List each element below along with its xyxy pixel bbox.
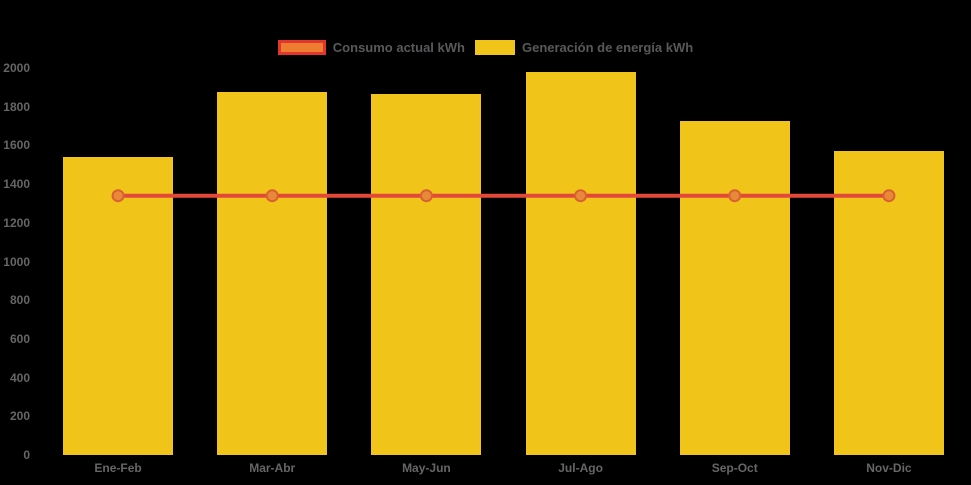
legend-label-generacion: Generación de energía kWh <box>521 40 694 55</box>
consumo-point-marker[interactable] <box>111 189 125 203</box>
plot-area <box>41 68 966 455</box>
bar-generacion[interactable] <box>525 71 636 455</box>
x-axis-category-label: Ene-Feb <box>94 461 142 475</box>
y-axis-tick-label: 800 <box>9 293 30 308</box>
bar-generacion[interactable] <box>371 94 482 455</box>
consumo-point-marker[interactable] <box>574 189 588 203</box>
x-axis-category-label: May-Jun <box>402 461 451 475</box>
y-axis-tick-label: 0 <box>23 448 30 462</box>
x-axis-category-label: Mar-Abr <box>249 461 296 475</box>
bar-generacion[interactable] <box>679 121 790 455</box>
y-axis-tick-label: 1000 <box>3 254 30 269</box>
legend-swatch-generacion-bar <box>474 40 515 55</box>
consumo-point-marker[interactable] <box>728 189 742 203</box>
legend-item-consumo[interactable]: Consumo actual kWh <box>277 40 465 55</box>
bar-generacion[interactable] <box>63 157 174 455</box>
y-axis-tick-label: 200 <box>9 409 30 424</box>
legend-label-consumo: Consumo actual kWh <box>332 40 465 55</box>
consumo-line-layer <box>111 189 896 203</box>
consumo-point-marker[interactable] <box>265 189 279 203</box>
legend: Consumo actual kWh Generación de energía… <box>0 40 971 55</box>
legend-swatch-consumo-line <box>277 40 326 55</box>
x-axis-category-label: Nov-Dic <box>866 461 912 475</box>
y-axis-tick-label: 1600 <box>3 138 30 153</box>
x-axis-category-label: Jul-Ago <box>558 461 603 475</box>
y-axis-tick-label: 2000 <box>3 61 30 75</box>
y-axis-tick-label: 1200 <box>3 215 30 230</box>
consumo-point-marker[interactable] <box>882 189 896 203</box>
y-axis-tick-label: 1400 <box>3 177 30 192</box>
consumo-point-marker[interactable] <box>419 189 433 203</box>
x-axis-category-label: Sep-Oct <box>711 461 758 475</box>
y-axis-tick-label: 400 <box>9 370 30 385</box>
y-axis-tick-label: 600 <box>9 331 30 346</box>
bar-generacion[interactable] <box>217 92 328 455</box>
legend-item-generacion[interactable]: Generación de energía kWh <box>474 40 694 55</box>
y-axis-tick-label: 1800 <box>3 99 30 114</box>
